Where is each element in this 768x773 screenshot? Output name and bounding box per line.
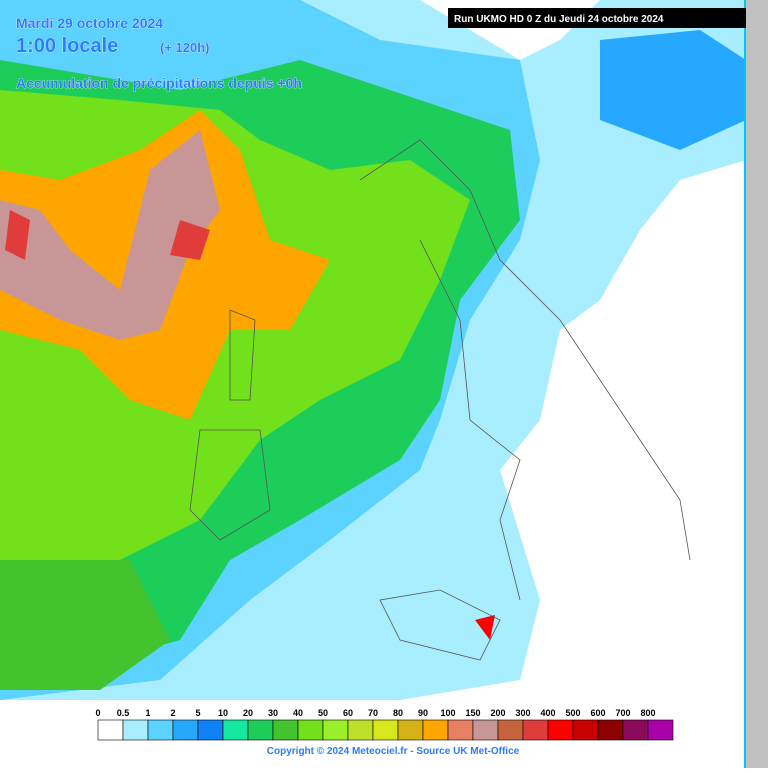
legend-label: 50 xyxy=(318,708,328,718)
legend-label: 500 xyxy=(565,708,580,718)
legend-label: 0.5 xyxy=(117,708,130,718)
legend-label: 100 xyxy=(440,708,455,718)
legend-label: 30 xyxy=(268,708,278,718)
legend-label: 2 xyxy=(170,708,175,718)
legend-swatch xyxy=(622,719,649,741)
legend: 0 0.5 1 2 5 10 20 30 40 50 60 70 80 90 100 150 200 300 400… xyxy=(95,708,674,741)
legend-swatch xyxy=(247,719,274,741)
legend-label: 70 xyxy=(368,708,378,718)
coastlines xyxy=(189,139,691,661)
legend-label: 5 xyxy=(195,708,200,718)
legend-swatch xyxy=(97,719,124,741)
time: 1:00 locale xyxy=(16,35,118,57)
legend-swatch xyxy=(347,719,374,741)
legend-swatch xyxy=(397,719,424,741)
legend-label: 60 xyxy=(343,708,353,718)
precipitation-field xyxy=(0,0,746,700)
legend-label: 400 xyxy=(540,708,555,718)
subtitle: Accumulation de précipitations depuis +0… xyxy=(16,75,302,91)
legend-swatch xyxy=(497,719,524,741)
legend-label: 10 xyxy=(218,708,228,718)
legend-swatch xyxy=(147,719,174,741)
legend-label: 20 xyxy=(243,708,253,718)
legend-swatch xyxy=(197,719,224,741)
legend-label: 150 xyxy=(465,708,480,718)
legend-swatch xyxy=(372,719,399,741)
legend-label: 600 xyxy=(590,708,605,718)
legend-swatch xyxy=(297,719,324,741)
legend-label: 40 xyxy=(293,708,303,718)
side-strip xyxy=(746,0,768,768)
legend-label: 0 xyxy=(95,708,100,718)
legend-swatch xyxy=(122,719,149,741)
offset: (+ 120h) xyxy=(160,40,210,55)
legend-swatch xyxy=(272,719,299,741)
copyright: Copyright © 2024 Meteociel.fr - Source U… xyxy=(267,746,520,757)
legend-swatch xyxy=(597,719,624,741)
legend-label: 1 xyxy=(145,708,150,718)
legend-label: 80 xyxy=(393,708,403,718)
legend-label: 90 xyxy=(418,708,428,718)
legend-label: 800 xyxy=(640,708,655,718)
legend-label: 300 xyxy=(515,708,530,718)
legend-swatch xyxy=(472,719,499,741)
legend-swatch xyxy=(547,719,574,741)
run-banner xyxy=(448,8,746,28)
legend-swatch xyxy=(447,719,474,741)
run-info: Run UKMO HD 0 Z du Jeudi 24 octobre 2024 xyxy=(454,14,664,25)
legend-swatch xyxy=(222,719,249,741)
legend-label: 700 xyxy=(615,708,630,718)
legend-swatch xyxy=(422,719,449,741)
legend-label: 200 xyxy=(490,708,505,718)
legend-swatch xyxy=(647,719,674,741)
legend-swatch xyxy=(572,719,599,741)
legend-swatch xyxy=(522,719,549,741)
legend-swatch xyxy=(172,719,199,741)
date: Mardi 29 octobre 2024 xyxy=(16,15,163,31)
legend-swatch xyxy=(322,719,349,741)
